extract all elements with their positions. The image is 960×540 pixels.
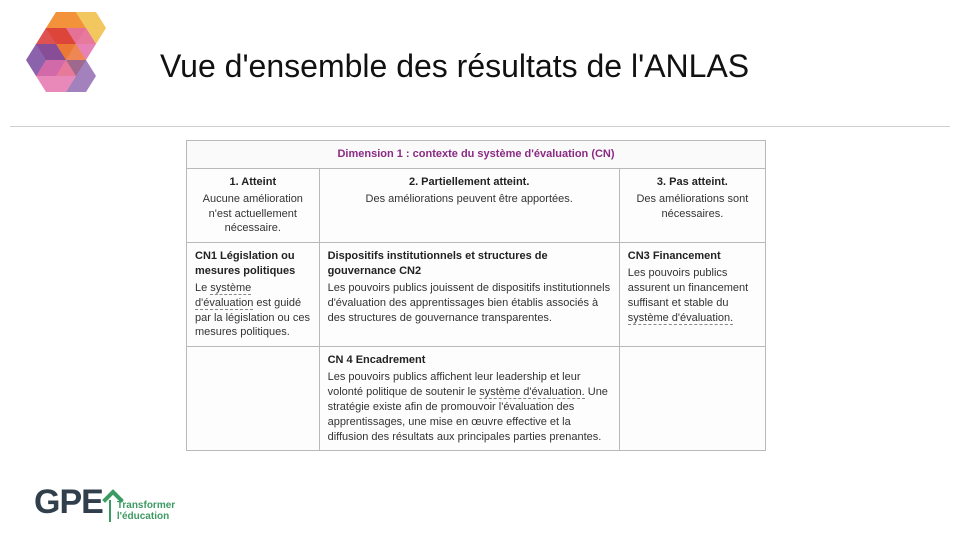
results-table: Dimension 1 : contexte du système d'éval…: [186, 140, 766, 451]
cell-r1c3: CN3 Financement Les pouvoirs publics ass…: [619, 243, 765, 347]
gpe-letters: GPE: [34, 483, 103, 522]
cell-r1c2: Dispositifs institutionnels et structure…: [319, 243, 619, 347]
cell-r1c3-title: CN3 Financement: [628, 249, 757, 264]
cell-r1c2-title: Dispositifs institutionnels et structure…: [328, 249, 611, 279]
col-head-1: 1. Atteint Aucune amélioration n'est act…: [187, 168, 320, 242]
col-head-1-sub: Aucune amélioration n'est actuellement n…: [203, 193, 303, 235]
divider: [10, 126, 950, 127]
col-head-2: 2. Partiellement atteint. Des améliorati…: [319, 168, 619, 242]
dimension-header: Dimension 1 : contexte du système d'éval…: [187, 141, 766, 169]
cell-r1c2-body: Les pouvoirs publics jouissent de dispos…: [328, 282, 611, 324]
col-head-3: 3. Pas atteint. Des améliorations sont n…: [619, 168, 765, 242]
col-head-2-label: 2. Partiellement atteint.: [328, 175, 611, 190]
cell-r1c3-body: Les pouvoirs publics assurent un finance…: [628, 267, 748, 325]
col-head-3-sub: Des améliorations sont nécessaires.: [636, 193, 748, 220]
cell-r2c2: CN 4 Encadrement Les pouvoirs publics af…: [319, 347, 619, 451]
col-head-3-label: 3. Pas atteint.: [628, 175, 757, 190]
col-head-2-sub: Des améliorations peuvent être apportées…: [366, 193, 573, 205]
hex-logo: [20, 4, 130, 114]
cell-r2c2-body: Les pouvoirs publics affichent leur lead…: [328, 371, 608, 442]
col-head-1-label: 1. Atteint: [195, 175, 311, 190]
cell-r1c1-title: CN1 Législation ou mesures politiques: [195, 249, 311, 279]
gpe-tag-line2: l'éducation: [117, 511, 169, 522]
cell-r1c1-body: Le système d'évaluation est guidé par la…: [195, 282, 310, 339]
cell-r2c3: [619, 347, 765, 451]
page-title: Vue d'ensemble des résultats de l'ANLAS: [160, 48, 749, 85]
cell-r2c1: [187, 347, 320, 451]
gpe-tag-line1: Transformer: [117, 500, 175, 511]
arrow-up-icon: [102, 486, 124, 508]
cell-r1c1: CN1 Législation ou mesures politiques Le…: [187, 243, 320, 347]
cell-r2c2-title: CN 4 Encadrement: [328, 353, 611, 368]
